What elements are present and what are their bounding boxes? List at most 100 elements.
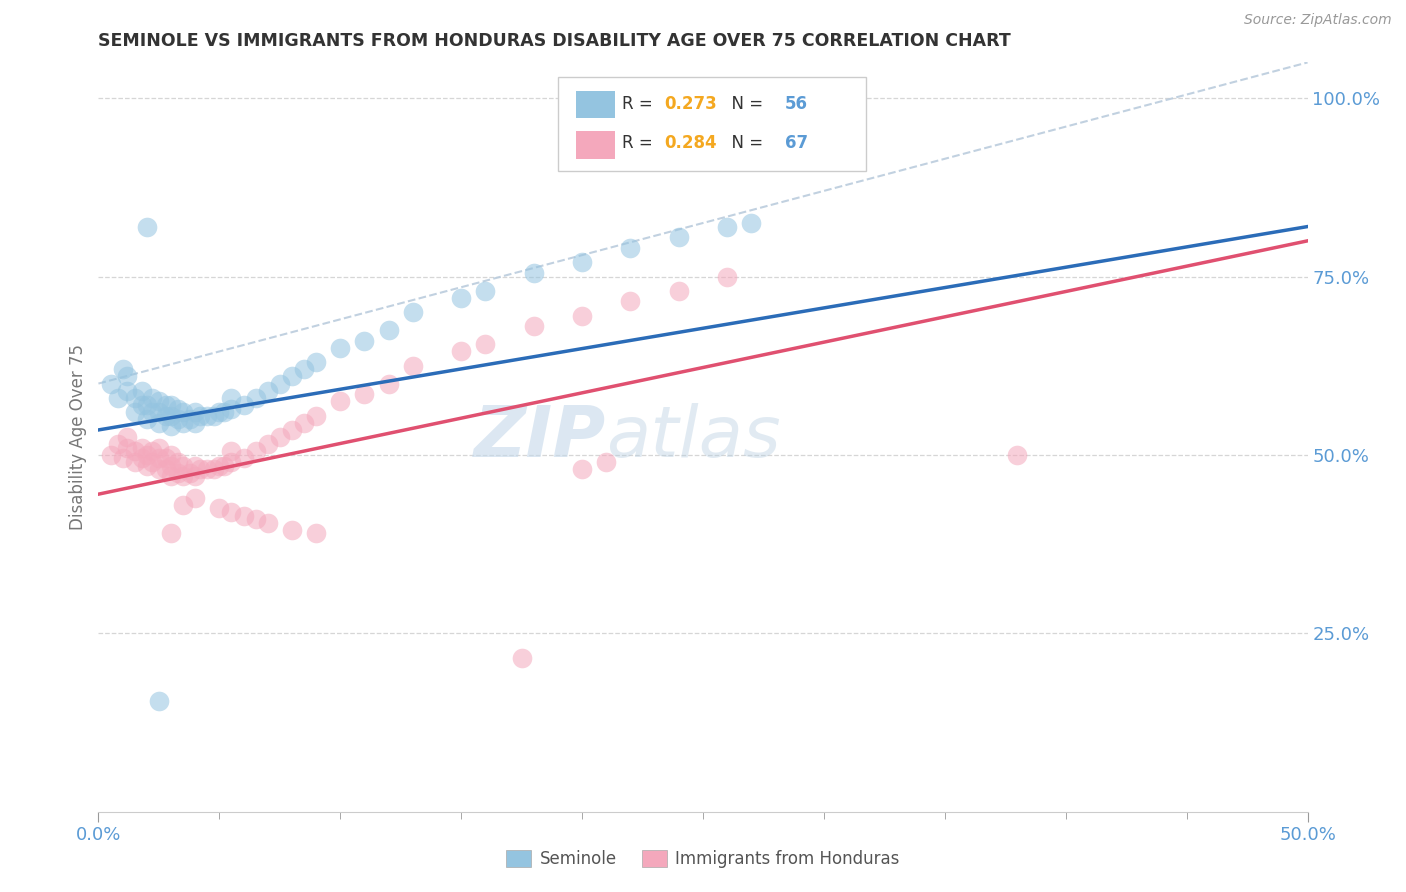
Text: ZIP: ZIP: [474, 402, 606, 472]
Point: [131, 384, 153, 398]
Point: [131, 398, 153, 412]
Point: [155, 462, 177, 476]
Point: [184, 405, 207, 419]
Point: [131, 441, 153, 455]
Point: [245, 391, 267, 405]
Point: [221, 444, 243, 458]
Point: [100, 376, 122, 391]
Point: [204, 462, 226, 476]
Point: [208, 501, 231, 516]
Point: [281, 523, 304, 537]
Point: [184, 469, 207, 483]
Point: [148, 441, 170, 455]
Point: [474, 284, 496, 298]
Point: [117, 441, 139, 455]
Text: Source: ZipAtlas.com: Source: ZipAtlas.com: [1244, 13, 1392, 28]
Point: [353, 334, 375, 348]
Point: [148, 451, 170, 466]
Point: [179, 466, 201, 480]
Point: [668, 230, 690, 244]
Point: [221, 455, 243, 469]
Point: [107, 437, 129, 451]
Point: [172, 469, 194, 483]
Point: [256, 384, 278, 398]
Point: [668, 284, 690, 298]
Point: [208, 405, 231, 419]
Point: [167, 401, 190, 416]
Point: [619, 294, 641, 309]
Point: [107, 391, 129, 405]
Point: [148, 394, 170, 409]
Point: [305, 409, 328, 423]
Point: [160, 409, 183, 423]
Point: [269, 430, 291, 444]
Point: [117, 369, 139, 384]
Point: [179, 412, 201, 426]
Point: [740, 216, 762, 230]
Point: [571, 255, 593, 269]
Point: [523, 266, 546, 280]
FancyBboxPatch shape: [558, 78, 866, 171]
Point: [353, 387, 375, 401]
Point: [450, 344, 472, 359]
Point: [208, 458, 231, 473]
Point: [523, 319, 546, 334]
Point: [305, 526, 328, 541]
Point: [148, 462, 170, 476]
Text: R =: R =: [621, 95, 658, 113]
Point: [571, 309, 593, 323]
Point: [160, 448, 183, 462]
Point: [131, 451, 153, 466]
Point: [195, 462, 218, 476]
Text: 0.273: 0.273: [664, 95, 717, 113]
Point: [135, 458, 157, 473]
Point: [167, 455, 190, 469]
Point: [1007, 448, 1029, 462]
Point: [474, 337, 496, 351]
Point: [571, 462, 593, 476]
Point: [124, 444, 146, 458]
Point: [212, 458, 235, 473]
Point: [172, 405, 194, 419]
Text: 0.284: 0.284: [664, 134, 717, 152]
Point: [155, 409, 177, 423]
Point: [450, 291, 472, 305]
Point: [377, 376, 399, 391]
Point: [221, 505, 243, 519]
Point: [124, 405, 146, 419]
Point: [188, 462, 211, 476]
Point: [292, 362, 315, 376]
Point: [135, 219, 157, 234]
Point: [188, 409, 211, 423]
FancyBboxPatch shape: [576, 91, 614, 119]
Point: [281, 423, 304, 437]
Point: [377, 323, 399, 337]
Text: R =: R =: [621, 134, 658, 152]
FancyBboxPatch shape: [576, 131, 614, 159]
Point: [100, 448, 122, 462]
Point: [281, 369, 304, 384]
Point: [148, 416, 170, 430]
Point: [124, 455, 146, 469]
Point: [329, 394, 352, 409]
Point: [160, 469, 183, 483]
Point: [184, 491, 207, 505]
Text: 56: 56: [785, 95, 808, 113]
Point: [160, 526, 183, 541]
Point: [167, 466, 190, 480]
Point: [111, 362, 134, 376]
Text: N =: N =: [721, 134, 769, 152]
Point: [184, 416, 207, 430]
Point: [172, 416, 194, 430]
Text: atlas: atlas: [606, 402, 780, 472]
Point: [148, 694, 170, 708]
Point: [221, 401, 243, 416]
Point: [155, 451, 177, 466]
Point: [256, 437, 278, 451]
Point: [135, 412, 157, 426]
Legend: Seminole, Immigrants from Honduras: Seminole, Immigrants from Honduras: [499, 843, 907, 875]
Y-axis label: Disability Age Over 75: Disability Age Over 75: [69, 344, 87, 530]
Point: [117, 430, 139, 444]
Point: [141, 391, 163, 405]
Text: 67: 67: [785, 134, 808, 152]
